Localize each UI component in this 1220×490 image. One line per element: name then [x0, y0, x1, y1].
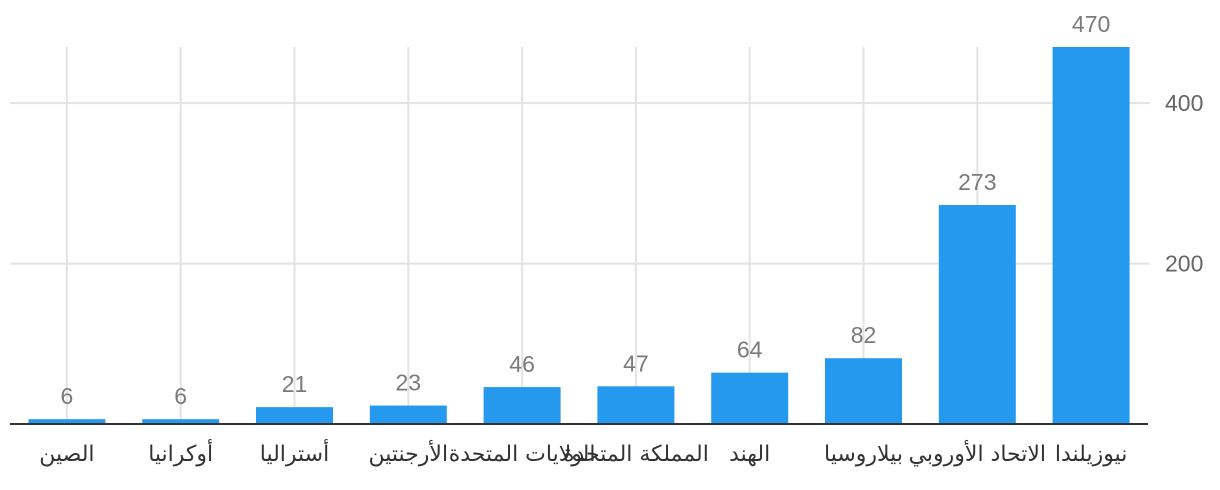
y-tick-label: 200 [1165, 251, 1203, 277]
value-label: 82 [851, 322, 877, 348]
value-label: 273 [958, 169, 996, 195]
bar [142, 419, 220, 424]
y-tick-label: 400 [1165, 90, 1203, 116]
category-label: الولايات المتحدة [449, 442, 596, 467]
bars [28, 47, 1130, 424]
bar [1052, 47, 1130, 424]
category-label: الأرجنتين [369, 440, 449, 467]
value-label: 46 [509, 351, 535, 377]
category-label: نيوزيلندا [1055, 442, 1127, 467]
bar [28, 419, 106, 424]
bar [938, 205, 1016, 424]
x-axis-category-labels: الصين أوكرانيا أستراليا الأرجنتين الولايات ا… [39, 439, 1127, 467]
bar [483, 387, 561, 424]
bar [597, 386, 675, 424]
bar [369, 405, 447, 424]
category-label: الاتحاد الأوروبي [909, 440, 1046, 467]
value-label: 21 [282, 371, 308, 397]
value-labels: 6 6 21 23 46 47 64 82 273 470 [61, 11, 1111, 409]
category-label: الهند [729, 442, 770, 467]
category-label: بيلاروسيا [824, 442, 903, 467]
y-axis-tick-labels: 200 400 [1165, 90, 1203, 276]
value-label: 470 [1072, 11, 1110, 37]
value-label: 6 [61, 383, 74, 409]
bar [825, 358, 902, 424]
category-label: المملكة المتحدة [563, 442, 709, 467]
value-label: 47 [623, 350, 649, 376]
bar [256, 407, 333, 424]
value-label: 64 [737, 337, 763, 363]
value-label: 6 [174, 383, 187, 409]
bar [711, 372, 789, 424]
value-label: 23 [396, 370, 422, 396]
category-label: الصين [39, 442, 94, 467]
category-label: أستراليا [260, 439, 329, 467]
category-label: أوكرانيا [148, 439, 213, 467]
